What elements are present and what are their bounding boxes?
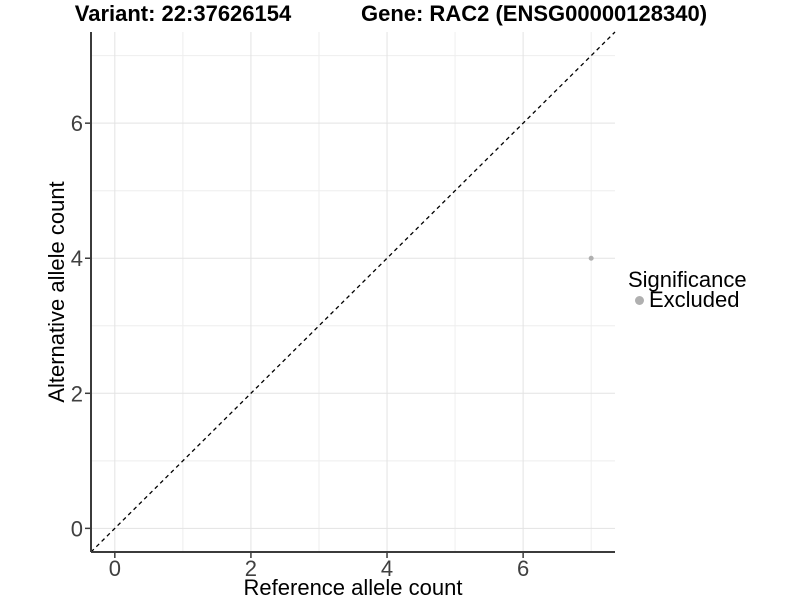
y-tick-label: 0 <box>71 516 83 541</box>
y-tick-label: 2 <box>71 381 83 406</box>
x-tick-label: 2 <box>245 556 257 581</box>
legend-title: Significance <box>628 267 747 292</box>
y-axis-title: Alternative allele count <box>44 181 69 403</box>
x-tick-label: 0 <box>109 556 121 581</box>
variant-title: Variant: 22:37626154 <box>74 1 292 26</box>
identity-line <box>90 31 616 553</box>
legend-point-icon <box>635 295 644 305</box>
y-tick-label: 4 <box>71 246 83 271</box>
legend-item-excluded: Excluded <box>628 287 740 313</box>
x-tick-label: 6 <box>517 556 529 581</box>
gene-title: Gene: RAC2 (ENSG00000128340) <box>360 1 708 26</box>
legend-item-label: Excluded <box>649 287 740 312</box>
x-axis-title: Reference allele count <box>243 575 463 600</box>
x-tick-label: 4 <box>381 556 393 581</box>
y-tick-label: 6 <box>71 111 83 136</box>
data-point <box>588 255 594 261</box>
